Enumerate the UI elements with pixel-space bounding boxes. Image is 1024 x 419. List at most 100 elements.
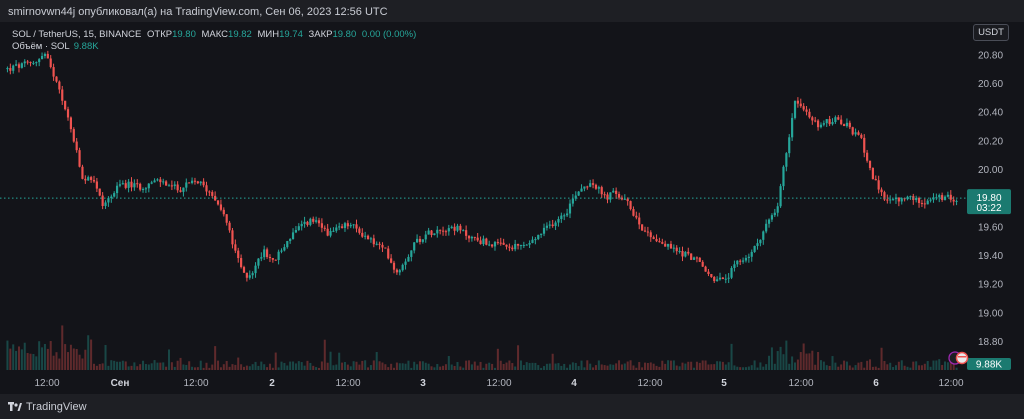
volume-label[interactable]: Объём · SOL: [12, 41, 70, 52]
volume-bar: [90, 339, 93, 370]
candle-down: [704, 266, 707, 272]
volume-bar: [574, 362, 577, 370]
us-flag-icon[interactable]: [955, 351, 969, 365]
volume-bar: [782, 354, 785, 370]
candle-up: [566, 213, 569, 216]
publisher-header: smirnovwn44j опубликовал(а) на TradingVi…: [0, 0, 1024, 22]
volume-bar: [32, 353, 35, 370]
volume-bar: [646, 362, 649, 370]
candle-up: [819, 124, 823, 128]
volume-bar: [15, 350, 18, 370]
volume-bar: [196, 367, 199, 370]
volume-bar: [358, 364, 361, 370]
candle-up: [727, 277, 730, 279]
x-tick-label: 12:00: [788, 378, 813, 389]
volume-bar: [603, 365, 606, 370]
candle-down: [476, 237, 479, 241]
volume-bar: [773, 363, 776, 370]
candle-down: [52, 67, 55, 77]
volume-bar: [479, 361, 482, 370]
candle-up: [946, 194, 949, 197]
volume-bar: [245, 365, 248, 370]
candle-up: [741, 260, 745, 262]
candle-down: [193, 180, 197, 182]
volume-bar: [309, 362, 312, 370]
volume-bar: [387, 367, 390, 370]
volume-bar: [600, 364, 603, 370]
candle-up: [825, 119, 828, 124]
volume-bar: [179, 357, 182, 370]
candle-down: [695, 257, 699, 259]
volume-bar: [843, 360, 846, 370]
volume-bar: [52, 355, 55, 370]
volume-bar: [655, 365, 658, 370]
candle-down: [863, 137, 866, 153]
volume-bar: [17, 346, 20, 370]
candle-up: [43, 53, 47, 57]
volume-bar: [459, 366, 462, 370]
volume-bar: [113, 360, 116, 370]
candle-up: [286, 241, 289, 248]
candle-up: [147, 183, 150, 189]
candlestick-chart[interactable]: 20.80 20.60 20.40 20.20 20.00 19.80 19.60 19.40…: [0, 22, 1024, 394]
volume-bar: [831, 356, 834, 370]
time-axis[interactable]: [0, 371, 966, 394]
candle-down: [698, 257, 701, 262]
volume-bar: [548, 363, 551, 370]
volume-legend: Объём · SOL 9.88K: [12, 41, 99, 52]
volume-bar: [367, 367, 370, 370]
candle-up: [845, 122, 849, 127]
chart-panel[interactable]: 20.80 20.60 20.40 20.20 20.00 19.80 19.60 19.40…: [0, 22, 1024, 394]
candle-up: [678, 250, 681, 252]
volume-bar: [568, 364, 571, 370]
candle-up: [929, 199, 932, 201]
candle-up: [623, 198, 626, 200]
volume-bar: [260, 361, 263, 370]
volume-bar: [404, 363, 407, 370]
volume-bar: [658, 366, 661, 370]
volume-bar: [643, 362, 647, 370]
volume-bar: [496, 348, 499, 370]
volume-bar: [785, 340, 788, 370]
volume-bar: [101, 363, 104, 370]
candle-up: [744, 257, 748, 261]
volume-bar: [433, 367, 436, 370]
volume-bar: [929, 366, 932, 370]
candle-down: [808, 111, 811, 118]
candle-up: [6, 68, 9, 70]
volume-bar: [606, 365, 609, 370]
volume-bar: [618, 360, 621, 370]
candle-up: [470, 236, 473, 239]
x-tick-label: 3: [420, 378, 426, 389]
candle-down: [675, 247, 678, 252]
candle-up: [791, 117, 794, 138]
volume-bar: [384, 364, 387, 370]
currency-button[interactable]: USDT: [973, 24, 1009, 41]
volume-bar: [277, 367, 280, 370]
candle-down: [165, 181, 168, 186]
candle-down: [271, 258, 274, 260]
x-tick-label: 2: [269, 378, 275, 389]
volume-bar: [649, 362, 652, 370]
volume-bar: [776, 351, 779, 370]
candle-up: [580, 188, 583, 192]
candle-up: [955, 200, 958, 202]
candle-up: [35, 62, 38, 64]
volume-bar: [78, 354, 81, 370]
volume-bar: [799, 352, 802, 370]
candle-down: [505, 244, 508, 247]
candle-down: [499, 242, 502, 244]
candle-up: [248, 275, 251, 278]
volume-bar: [116, 361, 119, 370]
volume-bar: [944, 361, 947, 370]
candle-up: [23, 61, 26, 64]
candle-up: [113, 193, 116, 197]
ohlc-legend: SOL / TetherUS, 15, BINANCE ОТКР19.80 МА…: [12, 29, 416, 40]
symbol-name[interactable]: SOL / TetherUS, 15, BINANCE: [12, 29, 142, 40]
candle-up: [118, 184, 122, 186]
volume-bar: [808, 353, 811, 370]
volume-bar: [263, 364, 266, 370]
volume-bar: [638, 362, 641, 370]
candle-up: [563, 215, 566, 217]
volume-bar: [664, 363, 667, 370]
